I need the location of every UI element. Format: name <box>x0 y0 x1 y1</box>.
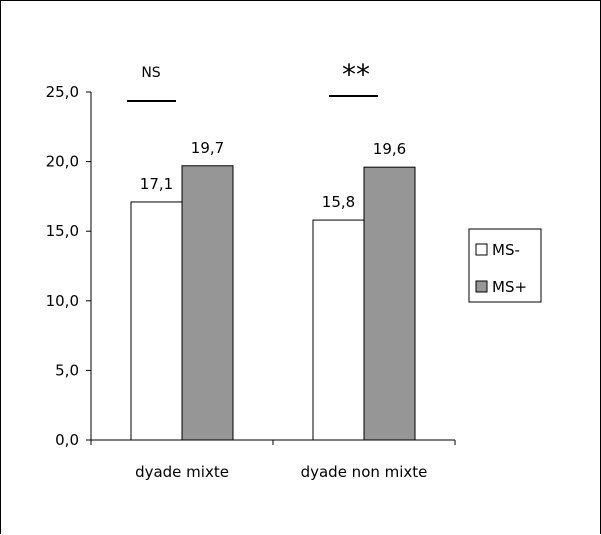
data-labels-group: 17,1 19,7 15,8 19,6 <box>140 139 406 211</box>
significance-label-2: ** <box>342 58 370 91</box>
data-label: 17,1 <box>140 175 173 193</box>
y-tick-label: 15,0 <box>46 222 79 240</box>
legend-label-ms-minus: MS- <box>492 241 520 259</box>
legend-label-ms-plus: MS+ <box>492 278 527 296</box>
bar-ms-minus <box>312 219 365 441</box>
y-tick-label: 0,0 <box>55 431 79 449</box>
bar-ms-minus <box>130 201 183 441</box>
data-label: 19,7 <box>191 139 224 157</box>
x-category-label: dyade mixte <box>135 463 229 481</box>
x-axis-ticks: dyade mixte dyade non mixte <box>90 440 456 481</box>
data-label: 19,6 <box>373 140 406 158</box>
bar-ms-plus <box>363 166 416 441</box>
bars-group <box>130 165 416 441</box>
significance-label-1: NS <box>141 65 160 81</box>
y-tick-label: 5,0 <box>55 361 79 379</box>
legend-swatch-ms-plus <box>475 280 488 293</box>
bar-ms-plus <box>181 165 234 441</box>
x-category-label: dyade non mixte <box>301 463 428 481</box>
y-tick-label: 20,0 <box>46 153 79 171</box>
data-label: 15,8 <box>322 193 355 211</box>
y-tick-label: 10,0 <box>46 292 79 310</box>
legend-swatch-ms-minus <box>475 243 488 256</box>
y-axis-ticks: 0,0 5,0 10,0 15,0 20,0 25,0 <box>46 83 91 449</box>
y-tick-label: 25,0 <box>46 83 79 101</box>
